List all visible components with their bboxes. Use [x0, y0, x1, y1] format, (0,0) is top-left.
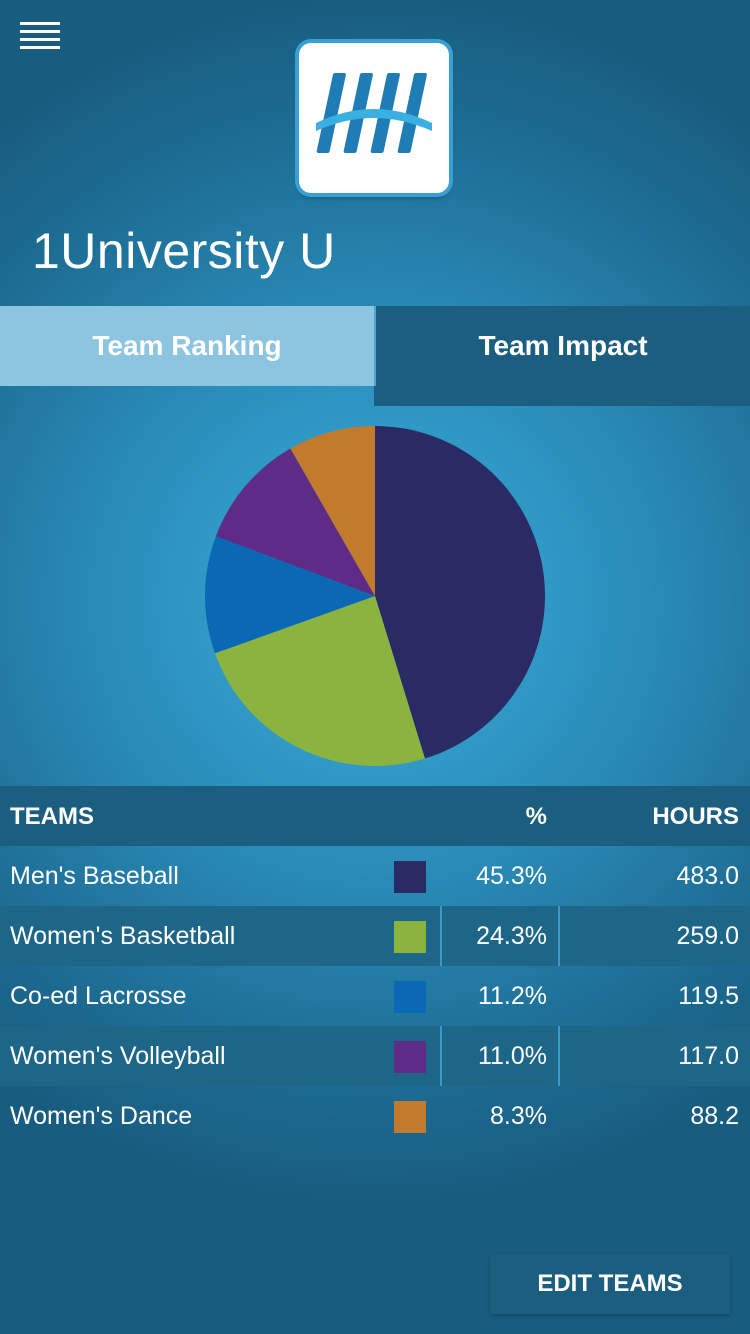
- team-percent: 8.3%: [490, 1102, 547, 1130]
- team-percent: 11.2%: [477, 982, 547, 1010]
- team-name: Women's Basketball: [10, 922, 236, 950]
- team-pie-chart: [204, 426, 545, 766]
- table-header: TEAMS % HOURS: [0, 786, 750, 846]
- team-hours: 259.0: [676, 922, 739, 950]
- color-swatch: [394, 981, 426, 1013]
- table-row[interactable]: Women's Volleyball 11.0% 117.0: [0, 1026, 750, 1086]
- team-hours: 119.5: [678, 982, 739, 1010]
- org-name: 1University U: [32, 223, 336, 279]
- team-name: Women's Volleyball: [10, 1042, 226, 1070]
- color-swatch: [394, 1041, 426, 1073]
- header-hours: HOURS: [652, 803, 739, 830]
- color-swatch: [394, 861, 426, 893]
- pie-slice-women-s-basketball: [214, 596, 425, 766]
- pie-slice-women-s-volleyball: [215, 448, 375, 596]
- tab-divider: [374, 306, 376, 386]
- tab-team-ranking[interactable]: Team Ranking: [0, 306, 374, 386]
- header-percent: %: [525, 803, 547, 830]
- color-swatch: [394, 1101, 426, 1133]
- column-divider: [440, 1026, 442, 1086]
- team-name: Women's Dance: [10, 1102, 193, 1130]
- team-hours: 117.0: [678, 1042, 739, 1070]
- team-percent: 11.0%: [477, 1042, 547, 1070]
- edit-teams-button[interactable]: EDIT TEAMS: [490, 1254, 730, 1314]
- color-swatch: [394, 921, 426, 953]
- column-divider: [558, 906, 560, 966]
- tab-bar: Team Ranking Team Impact: [0, 306, 750, 386]
- team-name: Co-ed Lacrosse: [10, 982, 187, 1010]
- app-logo-icon: [299, 43, 449, 193]
- team-percent: 45.3%: [476, 862, 547, 890]
- teams-table: TEAMS % HOURS Men's Baseball 45.3% 483.0…: [0, 786, 750, 1146]
- header-teams: TEAMS: [10, 803, 94, 830]
- pie-slice-women-s-dance: [290, 426, 375, 596]
- team-name: Men's Baseball: [10, 862, 179, 890]
- tab-team-impact[interactable]: Team Impact: [376, 306, 750, 386]
- table-row[interactable]: Women's Basketball 24.3% 259.0: [0, 906, 750, 966]
- team-percent: 24.3%: [476, 922, 547, 950]
- team-hours: 483.0: [676, 862, 739, 890]
- hamburger-menu-icon[interactable]: [20, 22, 60, 50]
- pie-slice-co-ed-lacrosse: [204, 536, 375, 654]
- team-hours: 88.2: [690, 1102, 739, 1130]
- tab-shadow: [374, 386, 750, 406]
- pie-slice-men-s-baseball: [375, 426, 545, 759]
- table-row[interactable]: Co-ed Lacrosse 11.2% 119.5: [0, 966, 750, 1026]
- column-divider: [440, 906, 442, 966]
- table-row[interactable]: Women's Dance 8.3% 88.2: [0, 1086, 750, 1146]
- column-divider: [558, 1026, 560, 1086]
- table-row[interactable]: Men's Baseball 45.3% 483.0: [0, 846, 750, 906]
